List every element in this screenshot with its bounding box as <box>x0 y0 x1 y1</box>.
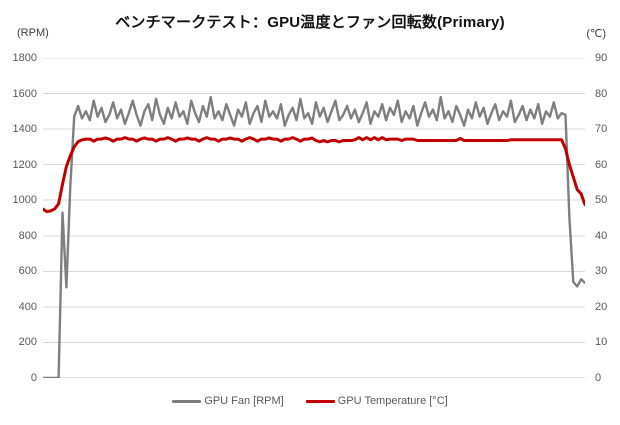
legend: GPU Fan [RPM] GPU Temperature [°C] <box>0 395 620 407</box>
gpu-temperature-line-swatch <box>305 399 335 403</box>
right-axis-tick-labels: 0 10 20 30 40 50 60 70 80 90 <box>595 0 620 425</box>
right-axis-unit-label: (℃) <box>586 28 606 40</box>
right-axis-tick-label: 60 <box>595 159 608 171</box>
right-axis-tick-label: 0 <box>595 372 602 384</box>
left-axis-tick-labels: 0 200 400 600 800 1000 1200 1400 1600 1800 <box>0 0 37 425</box>
left-axis-tick-label: 600 <box>18 265 37 277</box>
right-axis-tick-label: 50 <box>595 194 608 206</box>
gpu-fan-series-line <box>43 95 585 378</box>
chart-canvas <box>43 58 585 378</box>
left-axis-tick-label: 200 <box>18 336 37 348</box>
gpu-fan-legend-label: GPU Fan [RPM] <box>204 395 284 407</box>
legend-item-gpu-fan[interactable]: GPU Fan [RPM] <box>172 395 284 407</box>
gpu-temperature-series-line <box>43 136 585 214</box>
left-axis-tick-label: 1400 <box>12 123 37 135</box>
right-axis-tick-label: 40 <box>595 230 608 242</box>
gpu-temperature-legend-label: GPU Temperature [°C] <box>337 395 448 407</box>
left-axis-tick-label: 400 <box>18 301 37 313</box>
left-axis-tick-label: 1600 <box>12 88 37 100</box>
left-axis-tick-label: 1000 <box>12 194 37 206</box>
right-axis-tick-label: 20 <box>595 301 608 313</box>
left-axis-tick-label: 1200 <box>12 159 37 171</box>
legend-item-gpu-temperature[interactable]: GPU Temperature [°C] <box>305 395 448 407</box>
right-axis-tick-label: 30 <box>595 265 608 277</box>
gridlines <box>43 58 585 378</box>
chart-title: ベンチマークテスト：GPU温度とファン回転数(Primary) <box>115 14 505 31</box>
right-axis-tick-label: 70 <box>595 123 608 135</box>
left-axis-tick-label: 0 <box>30 372 37 384</box>
left-axis-unit-label: (RPM) <box>17 27 49 39</box>
plot-area <box>43 58 585 378</box>
right-axis-tick-label: 90 <box>595 52 608 64</box>
gpu-fan-line-swatch <box>172 399 202 403</box>
left-axis-tick-label: 1800 <box>12 52 37 64</box>
left-axis-tick-label: 800 <box>18 230 37 242</box>
right-axis-tick-label: 80 <box>595 88 608 100</box>
right-axis-tick-label: 10 <box>595 336 608 348</box>
